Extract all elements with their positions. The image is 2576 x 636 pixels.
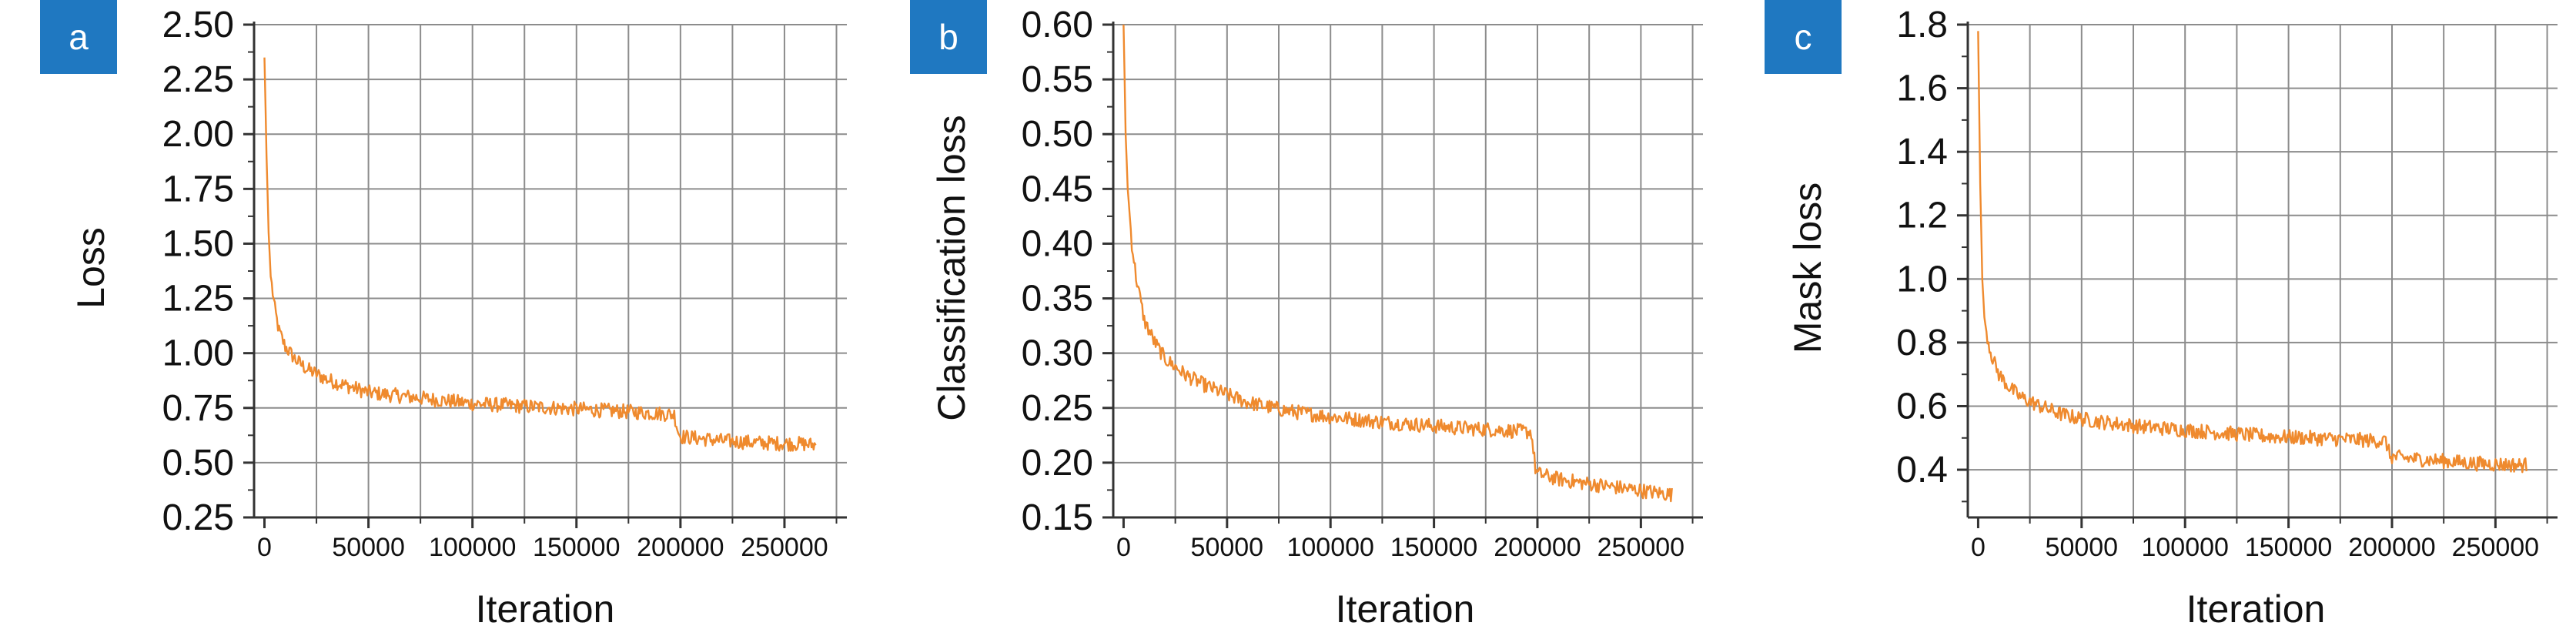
y-tick-label: 0.25 xyxy=(1022,388,1093,429)
mask-loss-chart: 0.4 0.6 0.8 1.0 1.2 1.4 1.6 1.8 0 50000 100000 1500… xyxy=(1896,5,2558,562)
y-tick-label: 2.25 xyxy=(162,59,234,100)
x-tick-label: 100000 xyxy=(429,533,516,562)
x-tick-label: 250000 xyxy=(1597,533,1684,562)
y-tick-label: 2.00 xyxy=(162,114,234,155)
series-line xyxy=(1977,31,2527,474)
x-tick-label: 50000 xyxy=(1191,533,1264,562)
x-tick-label: 50000 xyxy=(2046,533,2119,562)
y-tick-label: 1.2 xyxy=(1896,196,1948,236)
y-tick-label: 0.75 xyxy=(162,388,234,429)
x-tick-label: 100000 xyxy=(2141,533,2228,562)
y-tick-label: 0.15 xyxy=(1022,497,1093,538)
x-tick-label: 200000 xyxy=(637,533,724,562)
x-tick-label: 150000 xyxy=(1390,533,1477,562)
x-axis-label: Iteration xyxy=(475,587,615,631)
x-tick-label: 50000 xyxy=(332,533,405,562)
y-tick-label: 0.55 xyxy=(1022,59,1093,100)
y-tick-label: 0.8 xyxy=(1896,323,1948,363)
y-tick-label: 1.50 xyxy=(162,223,234,264)
y-tick-label: 0.40 xyxy=(1022,223,1093,264)
x-tick-label: 100000 xyxy=(1286,533,1373,562)
classification-loss-chart: 0.15 0.20 0.25 0.30 0.35 0.40 0.45 0.50 0.55 0.60… xyxy=(1022,5,1703,562)
y-tick-label: 0.25 xyxy=(162,497,234,538)
y-tick-label: 0.30 xyxy=(1022,333,1093,374)
panel-a: a Loss Iteration 0.25 0.50 0.75 1.00 1.25 1.5… xyxy=(0,0,855,636)
x-tick-label: 200000 xyxy=(1494,533,1581,562)
y-tick-label: 0.6 xyxy=(1896,386,1948,427)
x-tick-label: 0 xyxy=(257,533,272,562)
y-tick-label: 1.4 xyxy=(1896,132,1948,172)
x-tick-label: 0 xyxy=(1116,533,1131,562)
series-line xyxy=(1122,24,1673,503)
x-tick-label: 150000 xyxy=(2245,533,2332,562)
y-tick-label: 1.75 xyxy=(162,169,234,209)
panel-b: b Classification loss Iteration 0.15 0.20… xyxy=(862,0,1717,636)
x-axis-label: Iteration xyxy=(2186,587,2326,631)
series-line xyxy=(263,57,817,452)
x-tick-label: 250000 xyxy=(741,533,828,562)
y-tick-label: 0.50 xyxy=(162,443,234,484)
y-tick-label: 0.20 xyxy=(1022,443,1093,484)
y-tick-label: 0.35 xyxy=(1022,279,1093,320)
panel-letter-badge: c xyxy=(1765,0,1842,74)
y-tick-label: 1.0 xyxy=(1896,259,1948,300)
y-tick-label: 1.6 xyxy=(1896,69,1948,109)
y-tick-label: 1.8 xyxy=(1896,5,1948,45)
y-tick-label: 0.60 xyxy=(1022,5,1093,45)
y-tick-label: 0.50 xyxy=(1022,114,1093,155)
x-tick-label: 250000 xyxy=(2452,533,2539,562)
loss-chart: 0.25 0.50 0.75 1.00 1.25 1.50 1.75 2.00 2.25 2.50… xyxy=(162,5,847,562)
y-tick-label: 2.50 xyxy=(162,5,234,45)
panel-letter-badge: a xyxy=(40,0,117,74)
y-tick-label: 1.25 xyxy=(162,279,234,320)
panel-letter-badge: b xyxy=(910,0,987,74)
x-tick-label: 0 xyxy=(1971,533,1986,562)
x-axis-label: Iteration xyxy=(1335,587,1475,631)
panel-c: c Mask loss Iteration 0.4 0.6 0.8 1.0 1.2 1.4… xyxy=(1717,0,2571,636)
y-tick-label: 0.45 xyxy=(1022,169,1093,209)
y-tick-label: 1.00 xyxy=(162,333,234,374)
x-tick-label: 200000 xyxy=(2348,533,2435,562)
x-tick-label: 150000 xyxy=(533,533,620,562)
y-tick-label: 0.4 xyxy=(1896,450,1948,490)
